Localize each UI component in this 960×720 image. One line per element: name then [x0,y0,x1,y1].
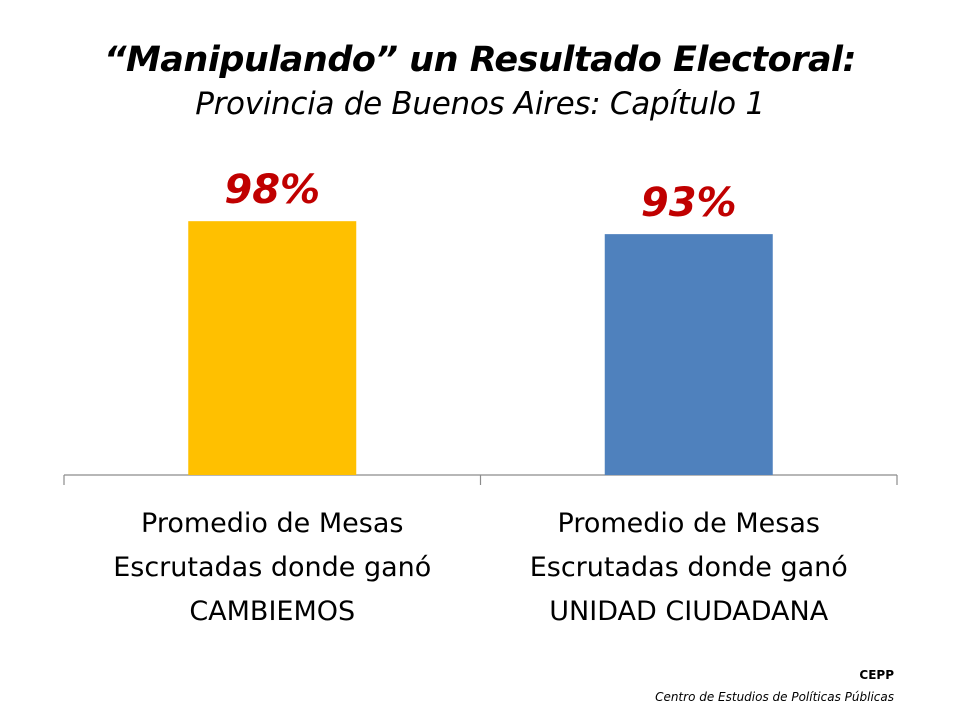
data-label-2: 93% [641,180,737,226]
data-label-1: 98% [224,167,320,213]
category-label-line: Escrutadas donde ganó [113,552,432,583]
title-line-1: “Manipulando” un Resultado Electoral: [103,40,857,80]
bar-2 [604,234,773,475]
category-label-line: Promedio de Mesas [141,508,404,539]
chart-title: “Manipulando” un Resultado Electoral: Pr… [0,38,960,126]
category-label-line: Promedio de Mesas [557,508,820,539]
title-line-2: Provincia de Buenos Aires: Capítulo 1 [195,86,765,122]
category-label-line: CAMBIEMOS [189,596,356,627]
footer-org-full: Centro de Estudios de Políticas Públicas [655,690,894,704]
category-label-2: Promedio de Mesas Escrutadas donde ganó UN… [489,502,889,634]
category-label-line: UNIDAD CIUDADANA [549,596,829,627]
category-label-1: Promedio de Mesas Escrutadas donde ganó CA… [72,502,472,634]
category-label-line: Escrutadas donde ganó [529,552,848,583]
footer-org: CEPP [859,668,894,682]
bar-1 [188,221,357,475]
